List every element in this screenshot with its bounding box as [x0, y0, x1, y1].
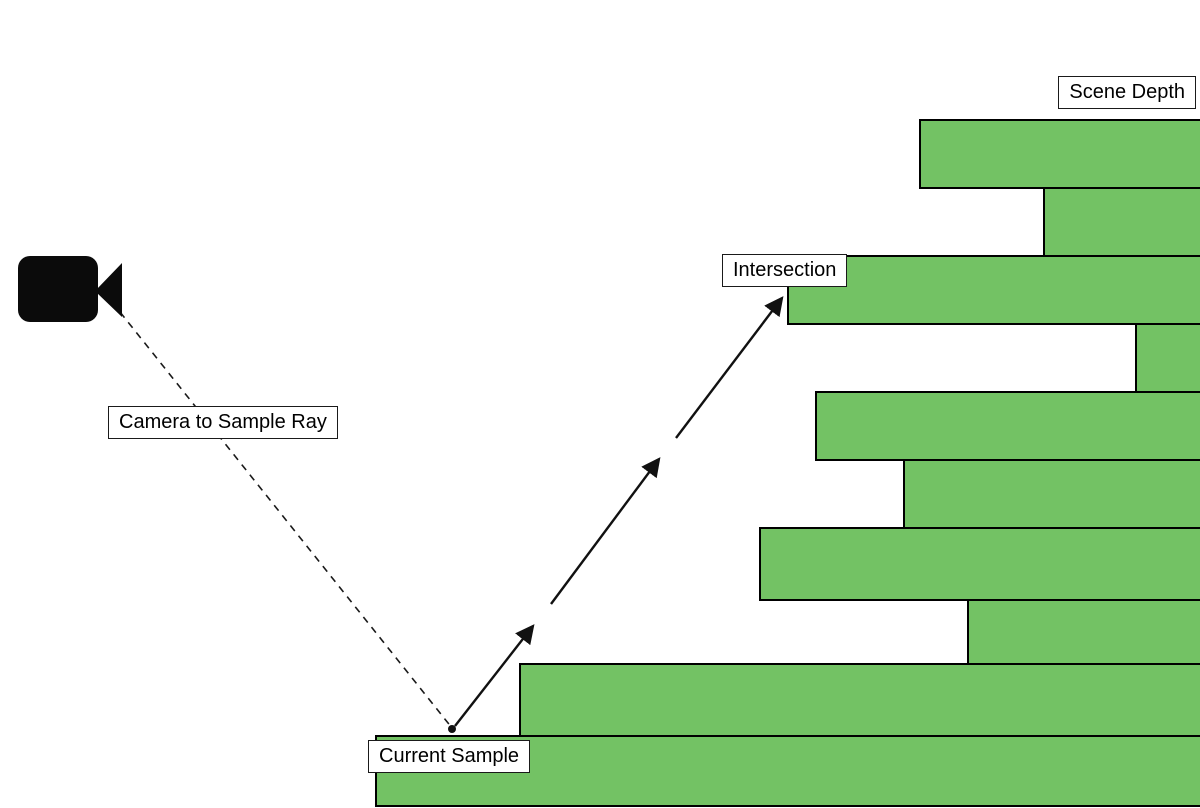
ray-march-arrow-2 [550, 457, 661, 605]
label-intersection: Intersection [722, 254, 848, 287]
current-sample-point [448, 725, 456, 733]
ray-march-arrow-3 [675, 296, 784, 439]
scene-depth-bars [375, 119, 1200, 807]
scene-depth-bar [903, 459, 1200, 529]
scene-depth-bar [1043, 187, 1200, 257]
scene-depth-bar [787, 255, 1200, 325]
label-current-sample: Current Sample [368, 740, 531, 773]
ray-march-arrow-1 [454, 624, 535, 727]
scene-depth-bar [519, 663, 1200, 737]
label-camera-to-sample-ray: Camera to Sample Ray [108, 406, 338, 439]
scene-depth-bar [759, 527, 1200, 601]
camera-icon [18, 256, 122, 322]
camera-to-sample-ray-line [111, 301, 453, 729]
scene-depth-bar [815, 391, 1200, 461]
label-scene-depth: Scene Depth [1058, 76, 1196, 109]
scene-depth-bar [967, 599, 1200, 665]
scene-depth-bar [919, 119, 1200, 189]
scene-depth-bar [1135, 323, 1200, 393]
